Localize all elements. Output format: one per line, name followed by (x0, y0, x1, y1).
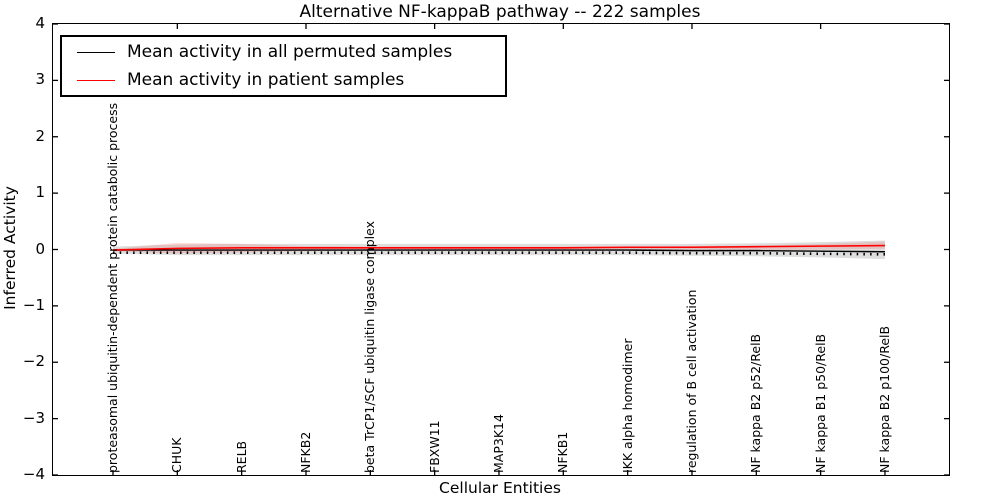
x-tick-label: beta TrCP1/SCF ubiquitin ligase complex (362, 221, 378, 473)
y-tick-label: −2 (22, 352, 45, 371)
chart-title: Alternative NF-kappaB pathway -- 222 sam… (299, 2, 701, 22)
x-tick-label: NFKB2 (297, 431, 313, 473)
y-tick-label: −1 (22, 295, 45, 314)
x-tick-label: NF kappa B2 p52/RelB (748, 333, 764, 473)
legend-item: Mean activity in patient samples (62, 67, 505, 93)
sample-marker-strip (113, 251, 885, 256)
y-tick-label: 1 (35, 183, 45, 202)
x-tick-label: FBXW11 (426, 420, 442, 473)
plot-area: proteasomal ubiquitin-dependent protein … (52, 23, 950, 476)
x-tick-label: NF kappa B2 p100/RelB (876, 325, 892, 473)
x-tick-label: CHUK (169, 437, 185, 473)
legend-line-sample-icon (77, 51, 115, 53)
x-tick-label: IKK alpha homodimer (619, 338, 635, 474)
legend-item-label: Mean activity in patient samples (127, 70, 405, 90)
x-tick-label: MAP3K14 (490, 414, 506, 473)
x-tick-label: NF kappa B1 p50/RelB (812, 333, 828, 473)
legend-line-sample-icon (77, 79, 115, 81)
x-tick-label: NFKB1 (555, 431, 571, 473)
plot-canvas (53, 24, 949, 475)
x-tick-label: proteasomal ubiquitin-dependent protein … (105, 102, 120, 473)
legend-item: Mean activity in all permuted samples (62, 39, 505, 65)
legend-item-label: Mean activity in all permuted samples (127, 42, 453, 62)
x-axis-label: Cellular Entities (439, 479, 561, 497)
x-tick-label: RELB (233, 440, 249, 473)
x-tick-label: regulation of B cell activation (683, 289, 699, 473)
patient-mean-line (112, 244, 885, 251)
y-tick-label: 2 (35, 126, 45, 145)
y-tick-label: −3 (22, 408, 45, 427)
y-tick-label: 0 (35, 239, 45, 258)
y-tick-label: 4 (35, 14, 45, 32)
y-tick-label: 3 (35, 70, 45, 89)
legend-box: Mean activity in all permuted samples Mea… (60, 35, 507, 97)
y-tick-labels: 4 3 2 1 0 −1 −2 −3 −4 (0, 0, 45, 500)
permuted-mean-line (113, 249, 885, 253)
y-tick-label: −4 (22, 465, 45, 483)
